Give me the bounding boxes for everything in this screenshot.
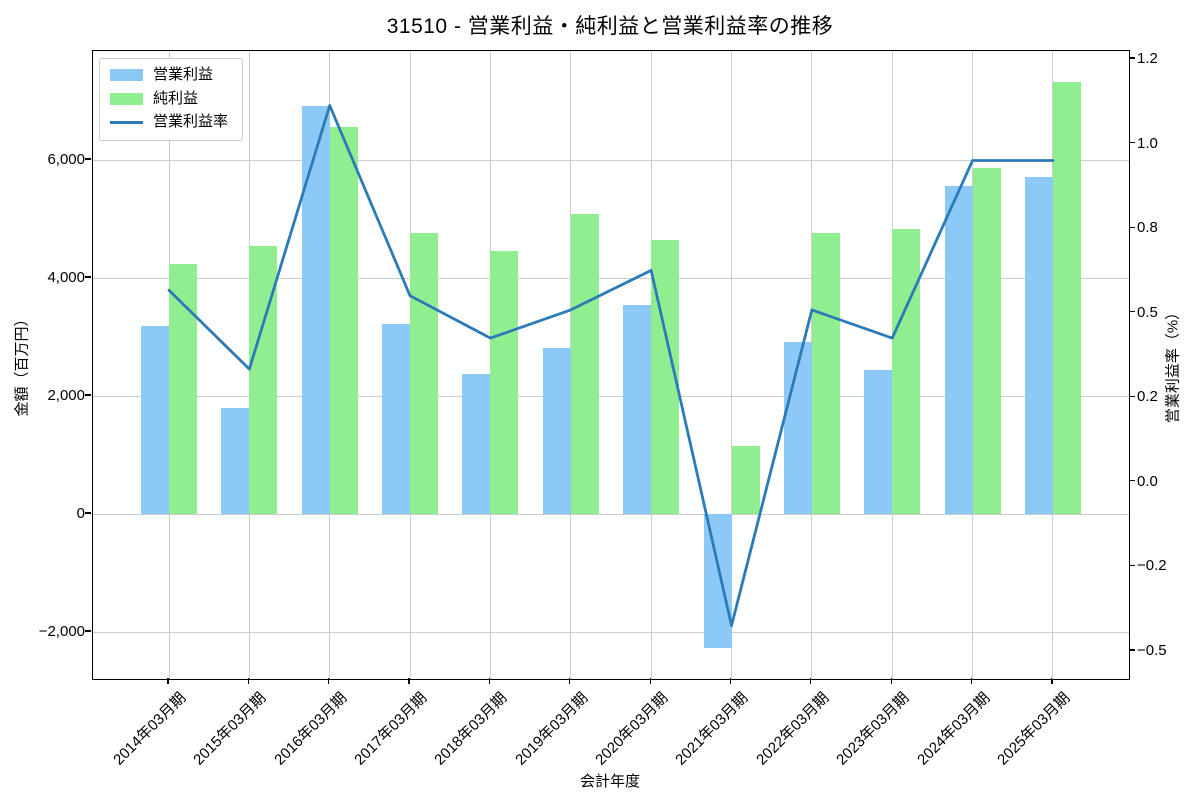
y-left-tick-label: 0	[76, 505, 85, 522]
x-tick-mark	[488, 678, 491, 684]
gridline-h	[93, 631, 1129, 633]
y-right-tick-label: 0.5	[1137, 303, 1158, 321]
bar-net-income-2	[329, 126, 358, 514]
y-right-tick-label: 0.8	[1137, 219, 1158, 237]
y-right-tick-label: −0.5	[1137, 642, 1167, 659]
legend-label-operating-profit: 営業利益	[153, 66, 214, 83]
bar-net-income-5	[570, 214, 599, 514]
legend-entry-operating-margin: 営業利益率	[110, 113, 229, 131]
x-tick-label: 2015年03月期	[190, 689, 270, 769]
x-tick-mark	[1051, 678, 1053, 684]
x-tick-label: 2016年03月期	[270, 689, 351, 769]
x-tick-mark	[649, 678, 651, 684]
legend: 営業利益 純利益 営業利益率	[99, 58, 244, 141]
y-right-tick-mark	[1129, 141, 1135, 144]
bar-operating-profit-0	[141, 325, 169, 514]
y-right-tick-mark	[1129, 395, 1135, 397]
y-right-tick-mark	[1129, 649, 1135, 651]
bar-net-income-3	[410, 233, 439, 514]
bar-operating-profit-9	[864, 370, 893, 514]
x-tick-label: 2021年03月期	[672, 689, 752, 769]
x-tick-label: 2024年03月期	[913, 689, 993, 769]
y-right-tick-mark	[1129, 564, 1135, 567]
x-tick-label: 2014年03月期	[110, 689, 190, 769]
chart-title: 31510 - 営業利益・純利益と営業利益率の推移	[386, 15, 834, 38]
bar-net-income-10	[972, 168, 1001, 514]
bar-operating-profit-11	[1024, 177, 1053, 514]
x-tick-mark	[729, 678, 732, 684]
bar-operating-profit-2	[301, 105, 330, 514]
gridline-h	[93, 277, 1129, 279]
legend-swatch-operating-margin	[110, 120, 143, 124]
x-tick-label: 2022年03月期	[752, 689, 833, 769]
x-tick-mark	[971, 678, 973, 684]
legend-entry-operating-profit: 営業利益	[110, 66, 228, 84]
bar-net-income-8	[811, 233, 840, 514]
bar-operating-profit-3	[382, 324, 411, 514]
x-tick-mark	[569, 678, 571, 684]
x-tick-mark	[890, 678, 892, 684]
y-right-tick-mark	[1129, 311, 1135, 313]
legend-label-net-income: 純利益	[153, 89, 199, 107]
y-right-tick-label: 0.0	[1137, 472, 1158, 490]
bar-net-income-11	[1052, 82, 1081, 514]
x-tick-label: 2025年03月期	[994, 689, 1074, 769]
legend-entry-net-income: 純利益	[110, 89, 228, 108]
x-tick-mark	[408, 678, 410, 684]
y-left-tick-label: 2,000	[47, 387, 85, 404]
x-tick-label: 2020年03月期	[592, 689, 672, 769]
gridline-v	[731, 51, 733, 679]
y-left-tick-mark	[85, 158, 91, 160]
y-right-tick-label: −0.2	[1137, 557, 1167, 575]
y-axis-left-title: 金額（百万円）	[13, 311, 31, 417]
plot-area: 営業利益 純利益 営業利益率	[92, 50, 1130, 680]
x-tick-label: 2019年03月期	[511, 689, 592, 769]
x-tick-label: 2018年03月期	[431, 689, 511, 769]
y-left-tick-label: 6,000	[47, 151, 85, 168]
y-right-tick-label: 0.2	[1137, 388, 1158, 406]
y-right-tick-mark	[1129, 57, 1135, 59]
bar-operating-profit-7	[703, 514, 732, 648]
operating-margin-line-layer	[167, 104, 1055, 627]
gridline-h	[93, 395, 1129, 397]
operating-margin-line	[167, 104, 1055, 627]
gridline-h	[93, 513, 1129, 515]
bar-net-income-4	[490, 250, 519, 514]
bar-operating-profit-10	[944, 185, 973, 514]
x-tick-mark	[167, 678, 169, 684]
x-tick-label: 2023年03月期	[833, 689, 913, 769]
legend-swatch-net-income	[110, 92, 143, 105]
y-left-tick-label: 4,000	[47, 269, 85, 286]
bar-operating-profit-5	[542, 348, 571, 514]
y-right-tick-label: 1.2	[1137, 50, 1158, 67]
y-right-tick-label: 1.0	[1137, 134, 1158, 152]
bar-net-income-9	[892, 229, 921, 514]
y-left-tick-mark	[85, 276, 91, 278]
legend-label-operating-margin: 営業利益率	[153, 113, 229, 130]
x-tick-mark	[328, 678, 330, 684]
x-tick-label: 2017年03月期	[351, 689, 431, 769]
y-right-tick-mark	[1129, 226, 1135, 228]
bar-operating-profit-6	[623, 305, 652, 514]
y-left-tick-mark	[85, 512, 91, 514]
x-tick-mark	[810, 678, 812, 684]
y-left-tick-label: −2,000	[38, 623, 85, 640]
bar-net-income-7	[731, 446, 760, 514]
legend-swatch-operating-profit	[110, 69, 143, 82]
x-axis-title: 会計年度	[579, 773, 640, 790]
x-tick-mark	[247, 678, 249, 684]
gridline-h	[93, 159, 1129, 161]
bar-operating-profit-1	[221, 407, 250, 514]
bar-operating-profit-4	[462, 374, 491, 514]
y-right-tick-mark	[1129, 480, 1135, 482]
y-axis-right-title: 営業利益率（%）	[1164, 304, 1182, 424]
y-left-tick-mark	[85, 394, 91, 396]
y-left-tick-mark	[85, 630, 91, 632]
